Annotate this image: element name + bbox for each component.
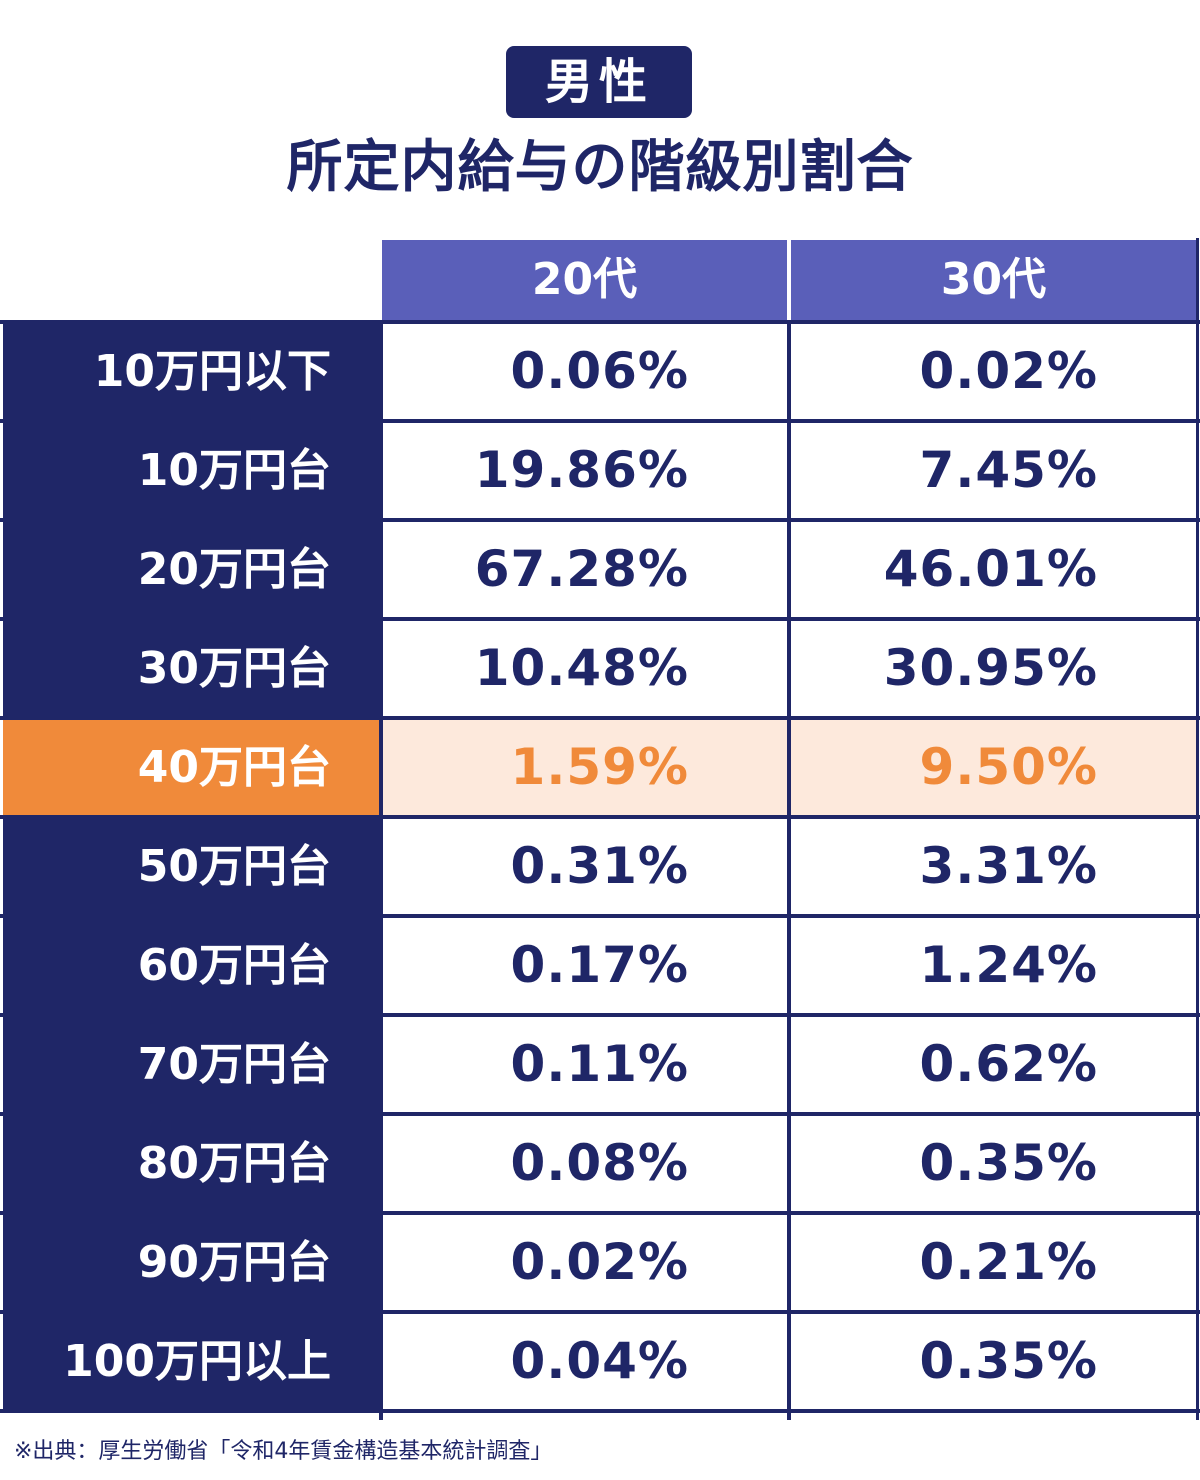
row-divider [0,1211,1200,1215]
row-divider [0,320,1200,324]
row-divider [0,1112,1200,1116]
row-label: 10万円台 [3,423,379,518]
cell-20s: 0.31% [510,837,689,895]
row-divider [0,716,1200,720]
row-divider [0,815,1200,819]
row-label: 30万円台 [3,621,379,716]
cell-30s: 9.50% [791,720,1196,815]
row-divider [0,419,1200,423]
cell-30s: 46.01% [883,540,1098,598]
cell-30s: 3.31% [919,837,1098,895]
cell-30s: 0.35% [919,1332,1098,1390]
cell-20s: 67.28% [474,540,689,598]
table-row: 70万円台 0.11% 0.62% [0,1017,1200,1112]
cell-30s: 0.21% [919,1233,1098,1291]
table-right-border [1196,238,1199,1420]
table-row: 30万円台 10.48% 30.95% [0,621,1200,716]
row-label: 70万円台 [3,1017,379,1112]
cell-20s: 0.02% [510,1233,689,1291]
cell-30s: 0.02% [919,342,1098,400]
cell-20s: 19.86% [474,441,689,499]
column-divider [787,320,791,1420]
row-divider [0,1310,1200,1314]
table-row: 80万円台 0.08% 0.35% [0,1116,1200,1211]
row-label: 10万円以下 [3,324,379,419]
table-row: 50万円台 0.31% 3.31% [0,819,1200,914]
row-label: 50万円台 [3,819,379,914]
cell-20s: 10.48% [474,639,689,697]
cell-20s: 0.08% [510,1134,689,1192]
salary-distribution-table: 20代 30代 10万円以下 0.06% 0.02% 10万円台 19.86% 7.45%… [0,238,1200,1420]
table-row: 60万円台 0.17% 1.24% [0,918,1200,1013]
cell-30s: 0.35% [919,1134,1098,1192]
row-divider [0,518,1200,522]
row-label: 20万円台 [3,522,379,617]
cell-20s: 0.04% [510,1332,689,1390]
column-divider [379,320,383,1420]
row-label: 60万円台 [3,918,379,1013]
cell-30s: 30.95% [883,639,1098,697]
cell-30s: 7.45% [919,441,1098,499]
cell-30s: 1.24% [919,936,1098,994]
cell-20s: 0.17% [510,936,689,994]
row-divider [0,1013,1200,1017]
table-row: 100万円以上 0.04% 0.35% [0,1314,1200,1409]
cell-20s: 0.11% [510,1035,689,1093]
column-header-30s: 30代 [791,240,1196,320]
source-note: ※出典：厚生労働省「令和4年賃金構造基本統計調査」 [14,1439,553,1464]
row-divider [0,1409,1200,1413]
row-divider [0,914,1200,918]
chart-title: 所定内給与の階級別割合 [286,135,914,200]
column-header-20s: 20代 [382,240,787,320]
row-label: 90万円台 [3,1215,379,1310]
table-row: 10万円台 19.86% 7.45% [0,423,1200,518]
row-label: 80万円台 [3,1116,379,1211]
row-label: 100万円以上 [3,1314,379,1409]
table-row-highlighted: 40万円台 1.59% 9.50% [0,720,1200,815]
cell-30s: 0.62% [919,1035,1098,1093]
cell-20s: 1.59% [382,720,787,815]
row-divider [0,617,1200,621]
table-row: 20万円台 67.28% 46.01% [0,522,1200,617]
table-row: 10万円以下 0.06% 0.02% [0,324,1200,419]
row-label: 40万円台 [3,720,379,815]
table-row: 90万円台 0.02% 0.21% [0,1215,1200,1310]
cell-20s: 0.06% [510,342,689,400]
gender-badge: 男性 [506,46,692,118]
